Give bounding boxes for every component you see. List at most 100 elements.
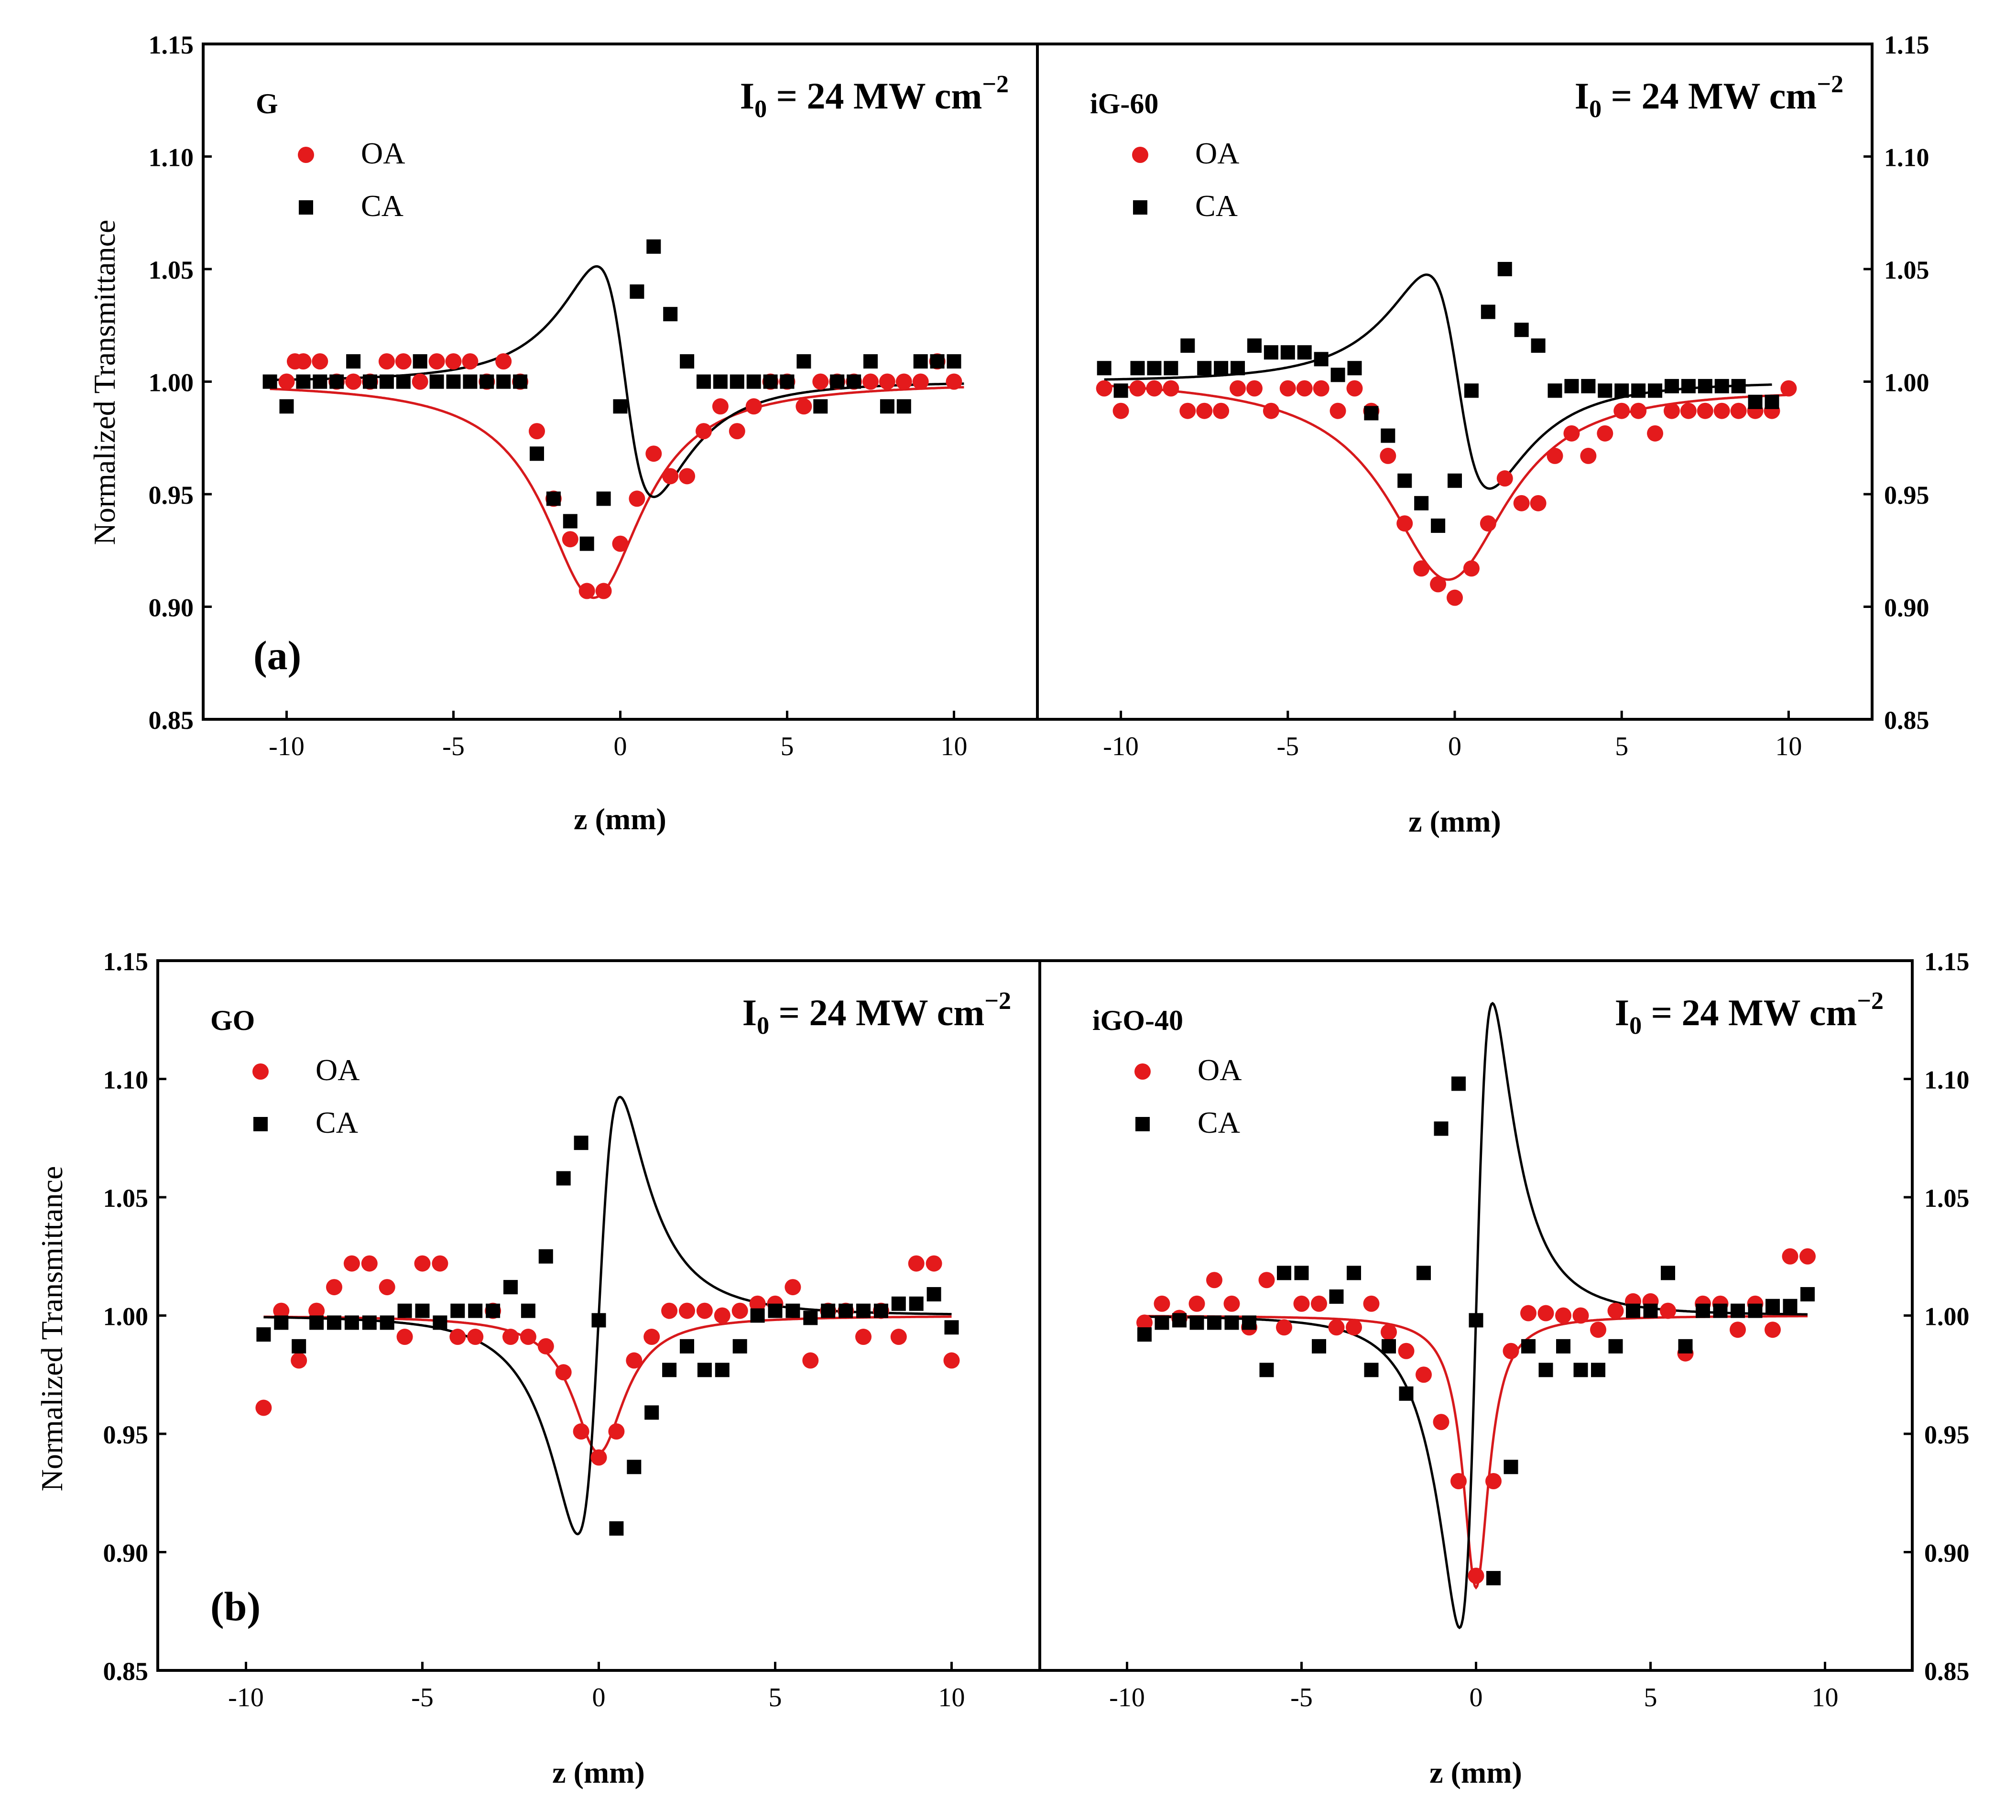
- chart-panel-go: -10 -5 0 5 10 0.85 0.90 0.95 1.00 1.05 1.10 1.15 GO I…: [103, 947, 1041, 1712]
- oa-data-point: [1276, 1319, 1292, 1336]
- oa-data-point: [1380, 447, 1396, 464]
- intensity-superscript: −2: [1817, 71, 1843, 98]
- y-tick-label: 0.95: [1884, 481, 1929, 509]
- oa-data-point: [414, 1255, 431, 1272]
- ca-data-point: [496, 374, 511, 389]
- ca-data-point: [1591, 1363, 1605, 1377]
- ca-data-point: [697, 374, 711, 389]
- oa-data-point: [1496, 470, 1513, 487]
- ca-data-point: [1748, 394, 1763, 409]
- ca-data-point: [1678, 1339, 1693, 1354]
- intensity-label: I0 = 24 MW cm−2: [1575, 71, 1843, 123]
- row-b-ylabel: Normalized Transmittance: [35, 1166, 69, 1492]
- ca-data-point: [1164, 361, 1178, 376]
- ca-data-point: [830, 374, 845, 389]
- oa-data-point: [796, 398, 812, 415]
- oa-data-point: [629, 490, 645, 507]
- ca-data-point: [730, 374, 744, 389]
- oa-data-point: [895, 373, 912, 390]
- y-tick-label: 0.95: [149, 481, 194, 509]
- ca-data-point: [274, 1315, 289, 1330]
- oa-data-point: [537, 1338, 554, 1354]
- oa-data-point: [502, 1329, 519, 1345]
- x-tick-label: -5: [1290, 1683, 1313, 1712]
- oa-data-point: [273, 1302, 290, 1319]
- ca-data-point: [1748, 1303, 1763, 1318]
- oa-data-point: [1154, 1295, 1170, 1312]
- ca-data-point: [847, 374, 861, 389]
- ca-data-point: [1381, 428, 1395, 443]
- ca-data-point: [479, 374, 494, 389]
- row-b-label: (b): [210, 1583, 261, 1629]
- ca-data-point: [1521, 1339, 1536, 1354]
- ca-data-point: [538, 1249, 553, 1264]
- x-tick-label: -10: [228, 1683, 264, 1712]
- x-tick-label: -5: [1276, 732, 1299, 761]
- oa-data-point: [1136, 1314, 1153, 1331]
- x-tick-label: 5: [781, 732, 794, 761]
- oa-data-point: [345, 373, 362, 390]
- oa-data-point: [595, 583, 612, 599]
- oa-data-point: [1381, 1324, 1397, 1341]
- ca-data-point: [821, 1303, 836, 1318]
- y-tick-label: 1.05: [149, 256, 194, 284]
- intensity-superscript: −2: [982, 71, 1009, 98]
- ca-data-point: [521, 1303, 535, 1318]
- ca-data-point: [663, 307, 678, 322]
- intensity-symbol: I: [1615, 992, 1629, 1033]
- oa-data-point: [729, 423, 745, 440]
- ca-data-point: [839, 1303, 853, 1318]
- x-tick-label: 0: [1470, 1683, 1483, 1712]
- y-tick-label: 0.85: [1924, 1657, 1970, 1686]
- oa-data-point: [608, 1423, 625, 1440]
- ca-data-point: [450, 1303, 465, 1318]
- ca-data-point: [1661, 1266, 1675, 1280]
- oa-data-point: [308, 1302, 325, 1319]
- oa-data-point: [1730, 402, 1747, 419]
- intensity-superscript: −2: [1857, 987, 1884, 1015]
- oa-data-point: [1246, 380, 1263, 397]
- x-tick-label: 10: [938, 1683, 965, 1712]
- ca-data-point: [1714, 379, 1729, 393]
- ca-data-point: [1242, 1315, 1256, 1330]
- intensity-symbol: I: [1575, 75, 1589, 117]
- oa-data-point: [495, 353, 512, 370]
- ca-data-point: [644, 1405, 659, 1420]
- ca-data-point: [1556, 1339, 1570, 1354]
- oa-data-point: [295, 353, 312, 370]
- y-tick-label: 1.10: [1924, 1066, 1970, 1094]
- oa-data-point: [467, 1329, 484, 1345]
- legend-ca-marker: [1133, 200, 1147, 215]
- oa-data-point: [1146, 380, 1163, 397]
- ca-data-point: [1417, 1266, 1431, 1280]
- legend-oa-marker: [1132, 147, 1148, 163]
- x-tick-label: 0: [592, 1683, 606, 1712]
- x-tick-label: 10: [941, 732, 968, 761]
- oa-data-point: [946, 373, 962, 390]
- ca-data-point: [891, 1296, 906, 1311]
- ca-data-point: [1783, 1299, 1798, 1313]
- oa-data-point: [802, 1352, 819, 1369]
- panel-name: iG-60: [1090, 88, 1158, 119]
- oa-data-point: [785, 1279, 801, 1296]
- oa-data-point: [1713, 402, 1730, 419]
- oa-data-point: [812, 373, 829, 390]
- intensity-symbol: I: [742, 992, 757, 1033]
- legend-ca-label: CA: [1195, 189, 1238, 223]
- oa-data-point: [1447, 589, 1463, 606]
- oa-data-point: [645, 445, 662, 462]
- ca-data-point: [546, 491, 561, 506]
- ca-data-point: [646, 239, 661, 254]
- oa-data-point: [1580, 447, 1597, 464]
- oa-data-point: [1680, 402, 1697, 419]
- y-tick-label: 1.05: [103, 1184, 149, 1213]
- oa-data-point: [926, 1255, 942, 1272]
- ca-data-point: [313, 374, 327, 389]
- y-tick-label: 1.15: [1924, 947, 1970, 976]
- ca-data-point: [563, 514, 578, 529]
- y-tick-label: 1.10: [149, 143, 194, 172]
- ca-data-point: [613, 399, 628, 414]
- oa-data-point: [1112, 402, 1129, 419]
- ca-data-point: [1097, 361, 1112, 376]
